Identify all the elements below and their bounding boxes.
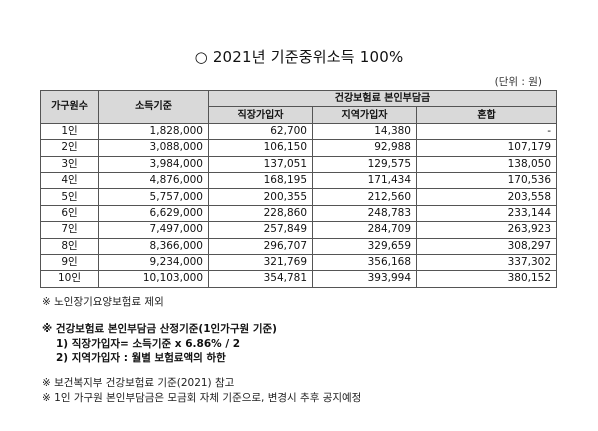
cell-income: 8,366,000 — [98, 237, 209, 255]
cell-income: 7,497,000 — [98, 221, 209, 239]
cell-income: 10,103,000 — [98, 270, 209, 288]
table-row: 8인 8,366,000 296,707 329,659 308,297 — [40, 237, 558, 255]
cell-household: 4인 — [40, 171, 99, 190]
cell-regional: 14,380 — [312, 122, 417, 141]
cell-employee: 296,707 — [208, 237, 313, 255]
table-row: 4인 4,876,000 168,195 171,434 170,536 — [40, 171, 558, 190]
footnote-reference: ※ 보건복지부 건강보험료 기준(2021) 참고 — [42, 377, 235, 389]
cell-employee: 137,051 — [208, 155, 313, 173]
table-row: 2인 3,088,000 106,150 92,988 107,179 — [40, 139, 558, 157]
cell-income: 3,984,000 — [98, 155, 209, 173]
table-row: 10인 10,103,000 354,781 393,994 380,152 — [40, 270, 558, 288]
table-row: 3인 3,984,000 137,051 129,575 138,050 — [40, 155, 558, 173]
cell-income: 1,828,000 — [98, 122, 209, 141]
cell-income: 6,629,000 — [98, 204, 209, 223]
cell-regional: 284,709 — [312, 221, 417, 239]
header-premium-group: 건강보험료 본인부담금 — [207, 89, 558, 108]
cell-household: 5인 — [40, 188, 99, 206]
cell-income: 5,757,000 — [98, 188, 209, 206]
header-employee: 직장가입자 — [208, 106, 313, 124]
cell-regional: 248,783 — [312, 204, 417, 223]
calc-line-employee: 1) 직장가입자= 소득기준 x 6.86% / 2 — [56, 337, 241, 350]
cell-regional: 329,659 — [312, 237, 417, 255]
cell-employee: 321,769 — [208, 253, 313, 272]
cell-mixed: 380,152 — [415, 270, 558, 288]
income-table: 가구원수 소득기준 건강보험료 본인부담금 직장가입자 지역가입자 혼합 1인 … — [40, 89, 558, 288]
calc-heading: ※ 건강보험료 본인부담금 산정기준(1인가구원 기준) — [42, 323, 277, 335]
table-row: 1인 1,828,000 62,700 14,380 - — [40, 122, 558, 141]
table-row: 6인 6,629,000 228,860 248,783 233,144 — [40, 204, 558, 223]
cell-income: 3,088,000 — [98, 139, 209, 157]
cell-household: 8인 — [40, 237, 99, 255]
table-row: 9인 9,234,000 321,769 356,168 337,302 — [40, 253, 558, 272]
cell-income: 4,876,000 — [98, 171, 209, 190]
cell-regional: 393,994 — [312, 270, 417, 288]
cell-mixed: 308,297 — [415, 237, 558, 255]
cell-mixed: 263,923 — [415, 221, 558, 239]
cell-employee: 354,781 — [208, 270, 313, 288]
cell-regional: 171,434 — [312, 171, 417, 190]
cell-household: 1인 — [40, 122, 99, 141]
cell-mixed: 233,144 — [415, 204, 558, 223]
unit-label: (단위 : 원) — [494, 76, 542, 88]
cell-employee: 62,700 — [208, 122, 313, 141]
cell-household: 2인 — [40, 139, 99, 157]
header-regional: 지역가입자 — [312, 106, 417, 124]
cell-mixed: - — [415, 122, 558, 141]
cell-mixed: 138,050 — [415, 155, 558, 173]
cell-mixed: 203,558 — [415, 188, 558, 206]
table-row: 7인 7,497,000 257,849 284,709 263,923 — [40, 221, 558, 239]
cell-employee: 168,195 — [208, 171, 313, 190]
cell-employee: 106,150 — [208, 139, 313, 157]
cell-regional: 129,575 — [312, 155, 417, 173]
header-income: 소득기준 — [98, 90, 209, 124]
cell-mixed: 107,179 — [415, 139, 558, 157]
cell-mixed: 337,302 — [415, 253, 558, 272]
cell-household: 6인 — [40, 204, 99, 223]
cell-household: 3인 — [40, 155, 99, 173]
footnote-single-household: ※ 1인 가구원 본인부담금은 모금회 자체 기준으로, 변경시 추후 공지예정 — [42, 391, 362, 404]
cell-household: 7인 — [40, 221, 99, 239]
header-mixed: 혼합 — [415, 106, 558, 124]
cell-regional: 212,560 — [312, 188, 417, 206]
table-row: 5인 5,757,000 200,355 212,560 203,558 — [40, 188, 558, 206]
page-title: ○ 2021년 기준중위소득 100% — [194, 48, 404, 66]
cell-regional: 92,988 — [312, 139, 417, 157]
cell-mixed: 170,536 — [415, 171, 558, 190]
cell-household: 10인 — [40, 270, 99, 288]
cell-regional: 356,168 — [312, 253, 417, 272]
cell-income: 9,234,000 — [98, 253, 209, 272]
cell-employee: 228,860 — [208, 204, 313, 223]
cell-household: 9인 — [40, 253, 99, 272]
note-exclusion: ※ 노인장기요양보험료 제외 — [42, 296, 164, 308]
calc-criteria: ※ 건강보험료 본인부담금 산정기준(1인가구원 기준) 1) 직장가입자= 소… — [42, 322, 277, 366]
footnotes: ※ 보건복지부 건강보험료 기준(2021) 참고 ※ 1인 가구원 본인부담금… — [42, 376, 361, 405]
header-household: 가구원수 — [40, 90, 99, 124]
cell-employee: 257,849 — [208, 221, 313, 239]
cell-employee: 200,355 — [208, 188, 313, 206]
calc-line-regional: 2) 지역가입자 : 월별 보험료액의 하한 — [56, 352, 226, 364]
